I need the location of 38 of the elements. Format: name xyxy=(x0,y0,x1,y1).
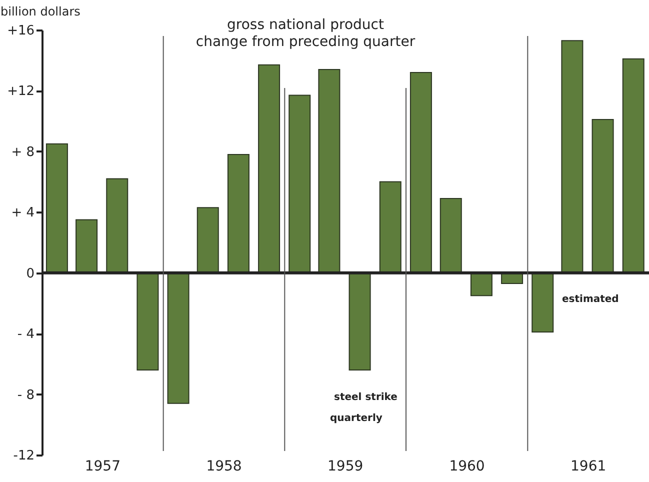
bar xyxy=(410,72,432,274)
y-axis-title: billion dollars xyxy=(0,4,80,18)
bar xyxy=(561,40,584,274)
bar xyxy=(106,178,128,274)
y-tick-label: +12 xyxy=(7,84,34,100)
bar xyxy=(288,94,311,274)
annotation: quarterly xyxy=(330,413,383,424)
bar xyxy=(196,207,219,274)
chart-subtitle: change from preceding quarter xyxy=(196,34,416,50)
x-tick-label: 1960 xyxy=(449,458,485,474)
annotation: estimated xyxy=(562,294,619,305)
y-tick-label: +16 xyxy=(7,24,34,38)
bar xyxy=(470,272,492,296)
chart-title: gross national product xyxy=(227,17,384,33)
x-tick-label: 1959 xyxy=(328,458,364,474)
bar xyxy=(167,272,190,404)
bar xyxy=(532,272,554,333)
bar xyxy=(622,58,644,274)
y-tick-label: - 4 xyxy=(17,327,34,342)
annotation: steel strike xyxy=(334,392,398,403)
x-tick-label: 1958 xyxy=(206,458,242,474)
y-tick-label: + 4 xyxy=(11,206,34,221)
bar xyxy=(258,64,280,274)
y-tick-label: + 8 xyxy=(11,144,34,160)
bar xyxy=(592,119,614,274)
bar xyxy=(46,143,68,274)
y-tick-label: 0 xyxy=(26,266,34,282)
y-tick-label: - 8 xyxy=(17,388,34,403)
bar xyxy=(379,181,402,274)
y-tick-label: -12 xyxy=(13,448,34,464)
bar xyxy=(348,272,371,370)
bar xyxy=(318,68,340,274)
bar xyxy=(76,219,98,274)
bar xyxy=(440,198,462,274)
bar xyxy=(136,272,159,370)
x-tick-label: 1957 xyxy=(84,458,120,474)
bar xyxy=(227,154,250,274)
x-tick-label: 1961 xyxy=(570,458,606,474)
